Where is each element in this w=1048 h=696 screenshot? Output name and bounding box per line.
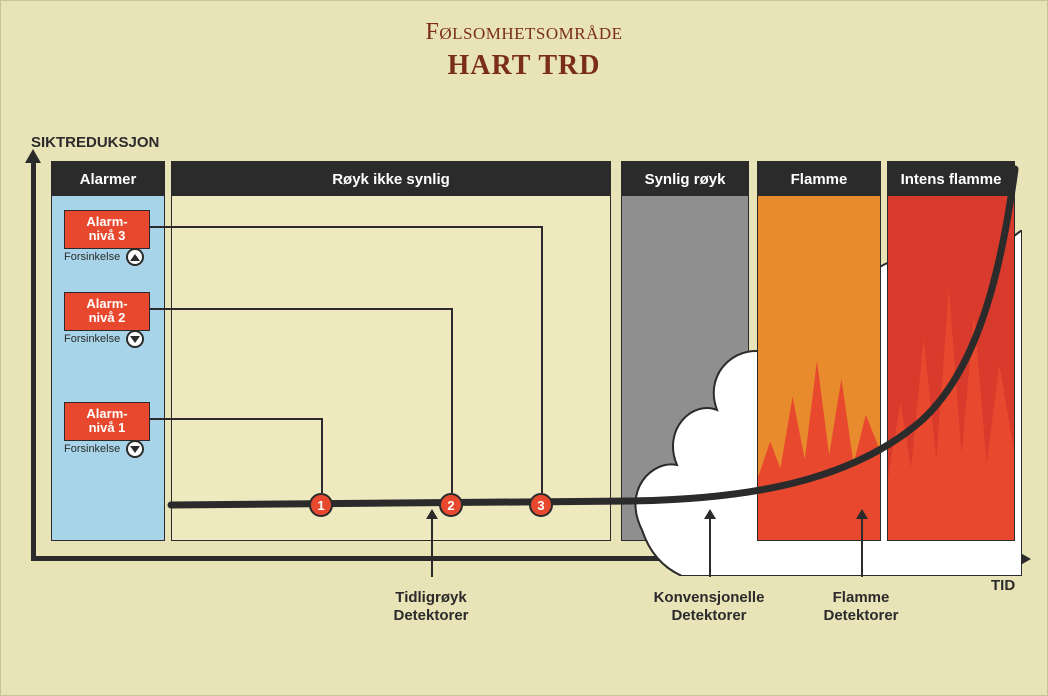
region-header-intens: Intens flamme <box>888 162 1014 196</box>
delay-row-2: Forsinkelse <box>64 330 160 348</box>
delay-arrow-icon <box>126 248 144 266</box>
connector-v-0 <box>541 226 543 493</box>
region-body-intens <box>888 196 1014 540</box>
delay-arrow-icon <box>126 440 144 458</box>
region-ikke_synlig: Røyk ikke synlig <box>171 161 611 541</box>
page: Følsomhetsområde HART TRD SIKTREDUKSJON … <box>0 0 1048 696</box>
chart-area: AlarmerAlarm-nivå 3ForsinkelseAlarm-nivå… <box>31 161 1019 561</box>
region-body-synlig <box>622 196 748 540</box>
delay-arrow-icon <box>126 330 144 348</box>
y-axis-label: SIKTREDUKSJON <box>31 134 159 151</box>
connector-v-2 <box>321 418 323 493</box>
alarm-box-1: Alarm-nivå 1 <box>64 402 150 441</box>
region-alarmer: AlarmerAlarm-nivå 3ForsinkelseAlarm-nivå… <box>51 161 165 541</box>
delay-row-1: Forsinkelse <box>64 440 160 458</box>
delay-label: Forsinkelse <box>64 333 120 345</box>
title-block: Følsomhetsområde HART TRD <box>1 1 1047 82</box>
detector-arrow-0 <box>431 517 433 577</box>
region-body-alarmer: Alarm-nivå 3 Forsinkelse Alarm-nivå 2 Forsi… <box>52 196 164 540</box>
title-line-2: HART TRD <box>1 50 1047 82</box>
curve-marker-1: 1 <box>309 493 333 517</box>
curve-marker-2: 2 <box>439 493 463 517</box>
detector-label-1: KonvensjonelleDetektorer <box>654 589 765 625</box>
flame-shape <box>758 230 880 540</box>
detector-arrow-1 <box>709 517 711 577</box>
region-header-alarmer: Alarmer <box>52 162 164 196</box>
title-line-1: Følsomhetsområde <box>1 19 1047 46</box>
delay-label: Forsinkelse <box>64 251 120 263</box>
region-body-ikke_synlig <box>172 196 610 540</box>
y-axis-arrow-icon <box>25 149 41 163</box>
delay-row-3: Forsinkelse <box>64 248 160 266</box>
detector-arrow-2 <box>861 517 863 577</box>
region-intens: Intens flamme <box>887 161 1015 541</box>
region-header-ikke_synlig: Røyk ikke synlig <box>172 162 610 196</box>
connector-v-1 <box>451 308 453 493</box>
region-header-flamme: Flamme <box>758 162 880 196</box>
flame-shape <box>888 230 1014 540</box>
region-synlig: Synlig røyk <box>621 161 749 541</box>
region-flamme: Flamme <box>757 161 881 541</box>
alarm-box-2: Alarm-nivå 2 <box>64 292 150 331</box>
region-header-synlig: Synlig røyk <box>622 162 748 196</box>
connector-h-0 <box>149 226 541 228</box>
detector-label-2: FlammeDetektorer <box>823 589 898 625</box>
detector-label-0: TidligrøykDetektorer <box>393 589 468 625</box>
region-body-flamme <box>758 196 880 540</box>
curve-marker-3: 3 <box>529 493 553 517</box>
y-axis <box>31 161 36 561</box>
delay-label: Forsinkelse <box>64 443 120 455</box>
alarm-box-3: Alarm-nivå 3 <box>64 210 150 249</box>
connector-h-2 <box>149 418 321 420</box>
connector-h-1 <box>149 308 451 310</box>
x-axis-label: TID <box>991 577 1015 594</box>
